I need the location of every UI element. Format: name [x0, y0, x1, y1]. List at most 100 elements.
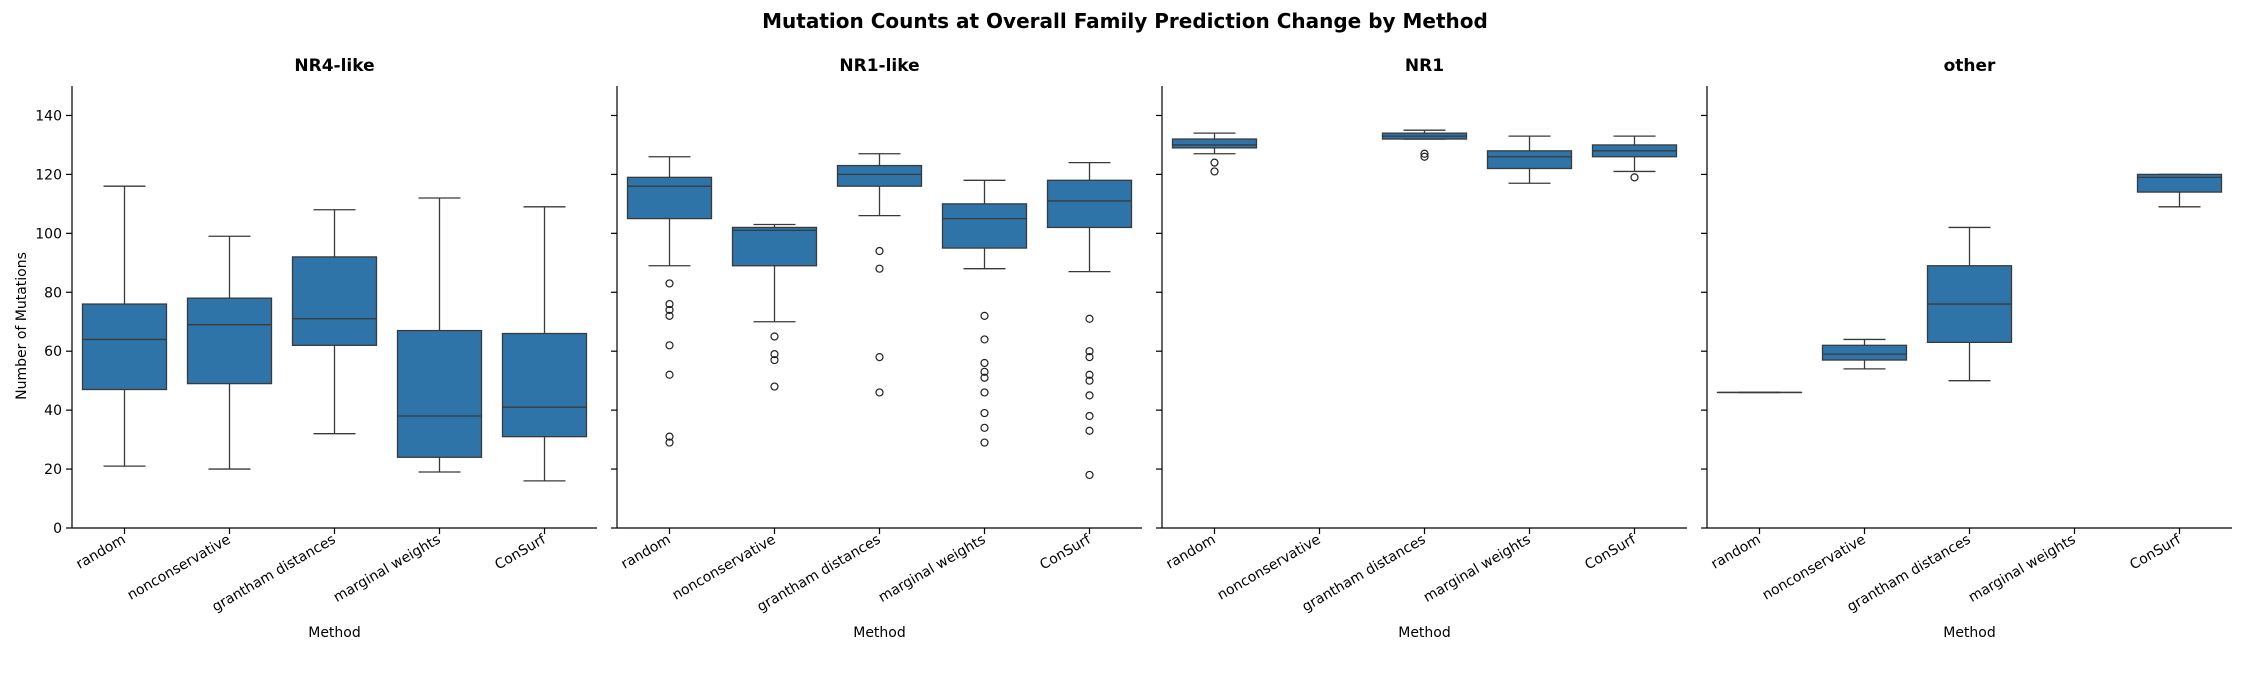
- box-marginal-weights: [1486, 135, 1573, 184]
- outlier-point: [1085, 411, 1094, 421]
- outlier-point: [875, 388, 884, 397]
- box-marginal-weights: [941, 179, 1028, 447]
- x-tick-label: random: [1708, 532, 1763, 573]
- box-nonconservative: [731, 223, 818, 391]
- y-tick-label: 100: [35, 226, 62, 242]
- outlier-point: [770, 355, 779, 365]
- outlier-point: [1210, 158, 1219, 167]
- y-tick-label: 40: [44, 403, 62, 419]
- figure-title: Mutation Counts at Overall Family Predic…: [762, 9, 1488, 33]
- y-tick-label: 60: [44, 344, 62, 360]
- x-tick-label: ConSurf: [1582, 531, 1639, 573]
- x-axis-label: Method: [1943, 625, 1996, 641]
- x-axis-label: Method: [1398, 625, 1451, 641]
- outlier-point: [875, 352, 884, 362]
- outlier-point: [665, 438, 674, 447]
- x-axis-label: Method: [308, 625, 361, 641]
- outlier-point: [665, 370, 674, 379]
- outlier-point: [1085, 426, 1094, 435]
- iqr-box: [186, 297, 273, 385]
- outlier-point: [980, 388, 989, 397]
- outlier-point: [1085, 376, 1094, 385]
- outlier-point: [980, 408, 989, 418]
- x-tick-label: ConSurf: [2127, 531, 2184, 573]
- box-grantham-distances: [291, 209, 378, 435]
- iqr-box: [731, 226, 818, 267]
- iqr-box: [501, 332, 588, 438]
- x-tick-label: random: [1163, 532, 1218, 573]
- iqr-box: [81, 303, 168, 391]
- outlier-point: [980, 423, 989, 432]
- x-tick-label: nonconservative: [1760, 532, 1869, 604]
- outlier-point: [665, 311, 674, 320]
- outlier-point: [875, 246, 884, 256]
- outlier-point: [980, 311, 989, 320]
- outlier-point: [770, 332, 779, 341]
- box-nonconservative: [186, 235, 273, 470]
- outlier-point: [980, 335, 989, 344]
- outlier-point: [665, 432, 674, 441]
- outlier-point: [1085, 352, 1094, 362]
- outlier-point: [770, 350, 779, 359]
- y-tick-label: 120: [35, 167, 62, 183]
- x-tick-label: nonconservative: [125, 532, 234, 604]
- x-axis-label: Method: [853, 625, 906, 641]
- outlier-point: [980, 358, 989, 368]
- panel-title: NR1-like: [839, 56, 919, 76]
- x-tick-label: nonconservative: [1215, 532, 1324, 604]
- box-consurf: [2136, 173, 2223, 208]
- x-tick-label: marginal weights: [1966, 532, 2079, 606]
- outlier-point: [1420, 152, 1429, 161]
- facet-panels: NR4-like020406080100120140randomnonconse…: [35, 56, 2232, 641]
- box-random: [1171, 132, 1258, 176]
- outlier-point: [665, 279, 674, 288]
- box-nonconservative: [1821, 338, 1908, 370]
- panel-title: NR1: [1405, 56, 1444, 76]
- outlier-point: [1085, 370, 1094, 379]
- box-grantham-distances: [1381, 129, 1468, 161]
- outlier-point: [665, 305, 674, 315]
- x-tick-label: nonconservative: [670, 532, 779, 604]
- y-axis-label: Number of Mutations: [14, 252, 30, 400]
- outlier-point: [665, 299, 674, 309]
- outlier-point: [980, 367, 989, 376]
- x-tick-label: ConSurf: [492, 531, 549, 573]
- iqr-box: [2136, 173, 2223, 193]
- x-tick-label: ConSurf: [1037, 531, 1094, 573]
- box-random: [626, 156, 713, 447]
- panel-title: NR4-like: [294, 56, 374, 76]
- outlier-point: [875, 264, 884, 273]
- y-tick-label: 140: [35, 108, 62, 124]
- box-consurf: [1591, 135, 1678, 182]
- x-tick-label: marginal weights: [1421, 532, 1534, 606]
- outlier-point: [770, 382, 779, 391]
- iqr-box: [291, 256, 378, 346]
- iqr-box: [396, 329, 483, 458]
- iqr-box: [1486, 150, 1573, 170]
- panel-title: other: [1944, 56, 1996, 76]
- box-consurf: [501, 206, 588, 482]
- box-marginal-weights: [396, 197, 483, 473]
- x-tick-label: marginal weights: [876, 532, 989, 606]
- outlier-point: [665, 341, 674, 350]
- iqr-box: [1171, 138, 1258, 149]
- iqr-box: [941, 203, 1028, 249]
- y-tick-label: 80: [44, 285, 62, 301]
- x-tick-label: marginal weights: [331, 532, 444, 606]
- iqr-box: [836, 164, 923, 187]
- outlier-point: [980, 373, 989, 382]
- panel-nr4-like: NR4-like 0 20 40 60 80 100 120 140 randomnonconse…: [35, 56, 597, 641]
- outlier-point: [1085, 391, 1094, 400]
- outlier-point: [1085, 470, 1094, 480]
- y-tick-label: 20: [44, 462, 62, 478]
- outlier-point: [1420, 149, 1429, 158]
- iqr-box: [1046, 179, 1133, 229]
- outlier-point: [1210, 167, 1219, 176]
- outlier-point: [980, 438, 989, 447]
- outlier-point: [1085, 314, 1094, 323]
- box-grantham-distances: [836, 153, 923, 397]
